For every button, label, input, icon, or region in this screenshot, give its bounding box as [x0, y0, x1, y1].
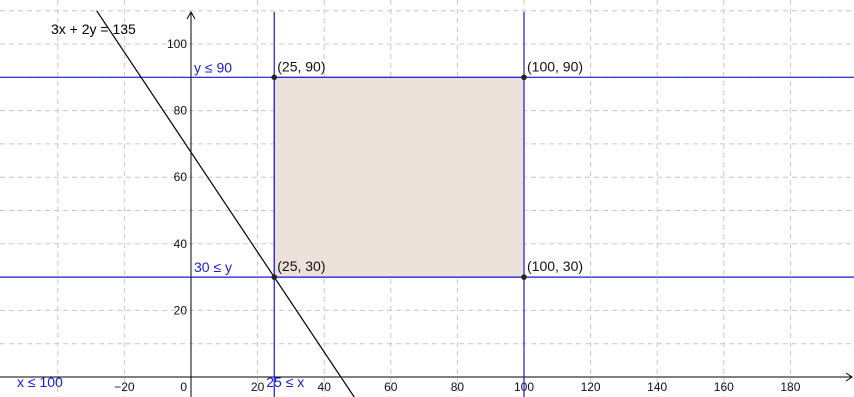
- feasible-region: [273, 76, 525, 278]
- objective-line: [96, 10, 355, 397]
- x-tick-label: 140: [647, 380, 667, 394]
- y-tick-label: 60: [174, 170, 188, 184]
- vertex-point: [271, 274, 278, 280]
- constraint-lines-layer: [0, 10, 854, 397]
- vertex-label: (25, 90): [277, 58, 325, 74]
- constraint-label: 25 ≤ x: [266, 374, 304, 390]
- x-axis-arrow: [845, 372, 853, 382]
- constraint-label: x ≤ 100: [17, 374, 63, 390]
- x-tick-label: 0: [180, 380, 187, 394]
- labels-layer: y ≤ 90 30 ≤ y 25 ≤ x x ≤ 100 3x + 2y = 135 (2…: [17, 21, 583, 390]
- y-tick-label: 80: [174, 104, 188, 118]
- vertex-point: [271, 74, 278, 81]
- x-tick-label: −20: [114, 380, 135, 394]
- objective-label: 3x + 2y = 135: [51, 21, 136, 37]
- x-tick-label: 160: [714, 380, 734, 394]
- vertex-point: [521, 74, 527, 81]
- constraint-label: y ≤ 90: [194, 59, 232, 75]
- x-tick-label: 180: [780, 380, 800, 394]
- y-axis-arrow: [186, 10, 196, 20]
- vertex-label: (100, 90): [527, 58, 583, 74]
- feasible-region-layer: [273, 76, 525, 278]
- vertex-point: [521, 274, 527, 280]
- constraint-label: 30 ≤ y: [194, 259, 232, 275]
- x-tick-label: 60: [384, 380, 398, 394]
- y-tick-label: 100: [167, 37, 187, 51]
- x-tick-label: 20: [251, 380, 265, 394]
- y-tick-label: 40: [174, 237, 188, 251]
- vertex-label: (25, 30): [277, 258, 325, 274]
- x-tick-label: 80: [451, 380, 465, 394]
- vertex-points-layer: [271, 74, 527, 280]
- vertex-label: (100, 30): [527, 258, 583, 274]
- x-tick-label: 40: [318, 380, 332, 394]
- x-tick-label: 120: [581, 380, 601, 394]
- y-tick-label: 20: [174, 303, 188, 317]
